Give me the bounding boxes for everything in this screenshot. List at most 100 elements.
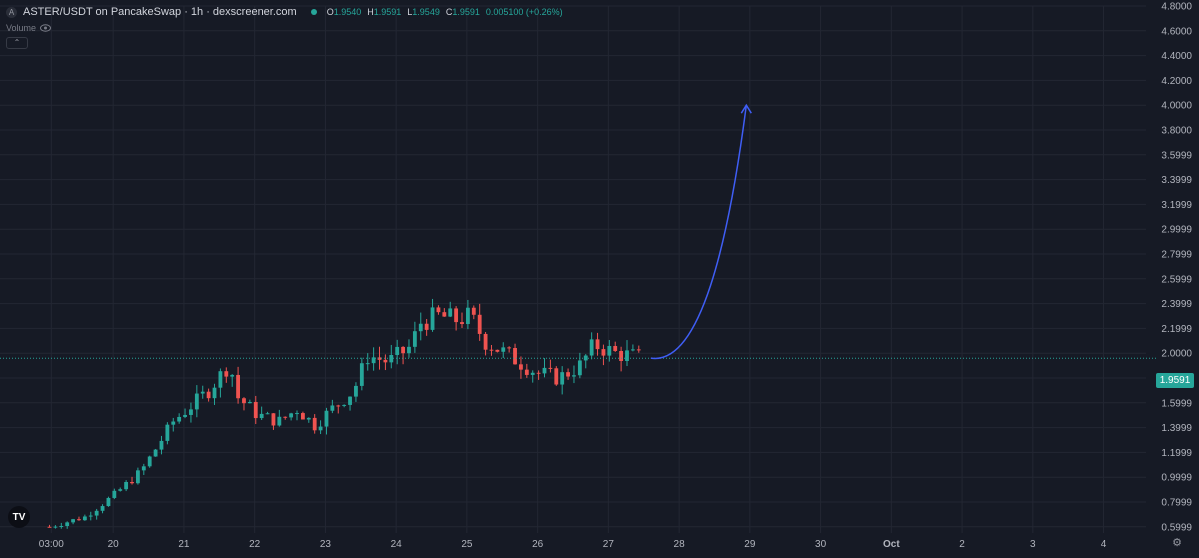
candle-body	[212, 387, 217, 399]
y-tick-label: 2.1999	[1161, 324, 1192, 335]
candle-body	[224, 371, 229, 377]
y-tick-label: 3.3999	[1161, 175, 1192, 186]
candles	[47, 298, 641, 529]
candle-body	[418, 323, 423, 332]
y-tick-label: 2.5999	[1161, 274, 1192, 285]
candle-body	[82, 516, 87, 521]
x-tick-label: 28	[674, 539, 686, 550]
tradingview-logo[interactable]: TV	[8, 506, 30, 528]
candle-body	[530, 372, 535, 375]
ohlc-close-label: C	[445, 7, 453, 17]
candle-body	[524, 369, 529, 375]
candle-body	[424, 323, 429, 330]
candle-body	[165, 424, 170, 441]
y-tick-label: 4.4000	[1161, 51, 1192, 62]
candle-body	[106, 497, 111, 507]
x-tick-label: 03:00	[39, 539, 64, 550]
candle-body	[118, 489, 123, 491]
candle-body	[265, 413, 270, 415]
candle-body	[277, 416, 282, 426]
market-status-icon	[310, 9, 317, 15]
candle-body	[365, 363, 370, 365]
last-price-tag: 1.9591	[1156, 373, 1194, 388]
candle-body	[495, 349, 500, 352]
x-tick-label: 23	[320, 539, 332, 550]
candle-body	[401, 346, 405, 354]
y-tick-label: 3.5999	[1161, 150, 1192, 161]
candle-body	[153, 449, 158, 457]
candle-body	[548, 367, 553, 369]
y-tick-label: 3.8000	[1161, 125, 1192, 136]
x-tick-label: 3	[1030, 539, 1036, 550]
candle-body	[318, 426, 323, 431]
candle-body	[554, 368, 559, 385]
candle-body	[595, 339, 600, 350]
candle-body	[465, 307, 470, 325]
symbol-icon: A	[6, 6, 17, 18]
candle-body	[53, 526, 58, 528]
candle-body	[218, 371, 223, 388]
candle-body	[507, 347, 512, 349]
candle-body	[324, 410, 329, 427]
candle-body	[71, 519, 76, 523]
x-axis[interactable]: 03:00 20 21 22 23 24 25 26 27 28 29 30 Oct 2 3 4	[39, 539, 1107, 550]
candle-body	[630, 349, 635, 351]
candle-body	[519, 364, 523, 370]
ohlc-change-value: 0.005100 (+0.26%)	[485, 7, 563, 17]
x-tick-label: 21	[178, 539, 190, 550]
x-tick-label: 2	[959, 539, 965, 550]
candle-body	[177, 416, 182, 422]
ohlc-high-value: 1.9591	[373, 7, 402, 17]
candle-body	[289, 413, 294, 418]
y-tick-label: 3.1999	[1161, 200, 1192, 211]
candle-body	[112, 490, 117, 498]
candle-body	[477, 314, 482, 334]
candle-body	[412, 331, 417, 347]
candle-body	[236, 374, 241, 399]
ohlc-values: O1.9540 H1.9591 L1.9549 C1.9591 0.005100…	[327, 7, 563, 17]
ohlc-low-label: L	[407, 7, 413, 17]
x-tick-label: 20	[108, 539, 120, 550]
candle-body	[342, 404, 347, 406]
candle-body	[94, 510, 99, 516]
eye-icon[interactable]	[40, 24, 52, 32]
candle-body	[312, 417, 317, 431]
candle-body	[589, 339, 594, 356]
x-tick-label: 29	[744, 539, 756, 550]
y-tick-label: 1.1999	[1161, 448, 1192, 459]
candle-body	[619, 350, 624, 362]
candle-body	[130, 481, 134, 484]
y-tick-label: 4.6000	[1161, 26, 1192, 37]
candle-body	[348, 396, 352, 405]
x-tick-label: Oct	[883, 539, 900, 550]
candle-body	[306, 417, 311, 420]
overlays	[0, 103, 1156, 359]
gear-icon[interactable]: ⚙	[1172, 537, 1182, 549]
volume-indicator[interactable]: Volume	[6, 23, 52, 33]
candle-body	[59, 526, 64, 528]
grid	[0, 5, 1146, 533]
candle-body	[377, 357, 382, 360]
candle-body	[247, 401, 252, 404]
candle-body	[566, 372, 570, 377]
volume-label: Volume	[6, 23, 37, 33]
ohlc-open-value: 1.9540	[333, 7, 362, 17]
candle-body	[77, 519, 81, 521]
candle-body	[601, 349, 606, 356]
collapse-legend-button[interactable]: ⌃	[6, 37, 28, 49]
y-axis[interactable]: 4.8000 4.6000 4.4000 4.2000 4.0000 3.8000 3.59…	[1161, 2, 1192, 534]
candle-body	[330, 405, 335, 411]
candle-body	[336, 405, 341, 407]
candle-body	[124, 481, 129, 490]
candle-body	[442, 312, 447, 317]
candle-body	[259, 413, 264, 419]
candle-body	[542, 367, 547, 374]
y-tick-label: 0.7999	[1161, 497, 1192, 508]
y-tick-label: 2.3999	[1161, 299, 1192, 310]
y-tick-label: 4.0000	[1161, 101, 1192, 112]
candle-body	[194, 393, 199, 410]
candle-body	[572, 375, 576, 377]
x-tick-label: 26	[532, 539, 544, 550]
